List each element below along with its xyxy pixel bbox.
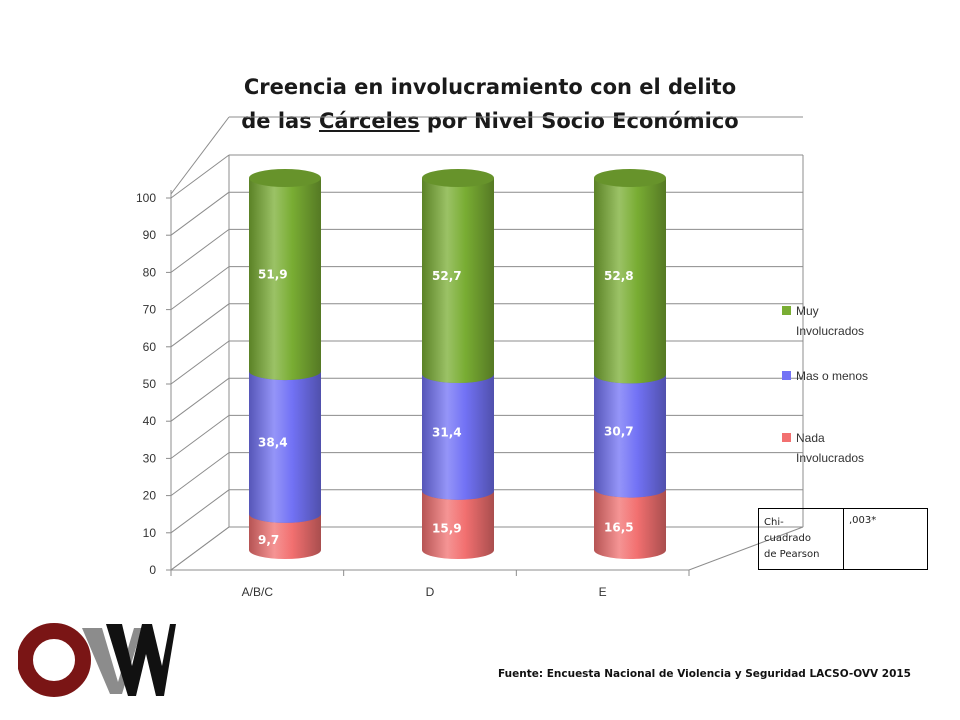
data-label: 30,7 bbox=[604, 425, 634, 439]
legend-swatch bbox=[782, 433, 791, 442]
legend-label-line-2: Involucrados bbox=[796, 451, 864, 465]
bar-segment bbox=[594, 178, 666, 384]
y-tick-label: 10 bbox=[143, 526, 157, 540]
bar-segment bbox=[422, 374, 494, 500]
chart-title: Creencia en involucramiento con el delit… bbox=[190, 70, 790, 138]
gridline-side bbox=[170, 154, 230, 199]
y-tick-label: 20 bbox=[143, 489, 157, 503]
logo-o-ring bbox=[18, 623, 91, 697]
legend-swatch bbox=[782, 306, 791, 315]
chi-square-label-line-1: Chi- bbox=[764, 517, 784, 528]
bar-segment bbox=[422, 490, 494, 559]
y-tick-label: 90 bbox=[143, 228, 157, 242]
y-tick-label: 50 bbox=[143, 377, 157, 391]
title-line-2-suffix: por Nivel Socio Económico bbox=[419, 109, 739, 133]
gridline-side bbox=[170, 340, 230, 385]
y-tick-label: 40 bbox=[143, 414, 157, 428]
gridline-side bbox=[170, 303, 230, 348]
legend-label-line-2: Involucrados bbox=[796, 324, 864, 338]
source-note: Fuente: Encuesta Nacional de Violencia y… bbox=[498, 668, 911, 680]
ovv-logo bbox=[18, 620, 178, 700]
gridline-side-top bbox=[170, 116, 230, 195]
y-tick-label: 70 bbox=[143, 303, 157, 317]
bar-segment bbox=[594, 488, 666, 559]
gridline-side bbox=[170, 228, 230, 273]
data-label: 15,9 bbox=[432, 521, 462, 535]
x-tick-label: A/B/C bbox=[242, 585, 274, 599]
data-label: 38,4 bbox=[258, 435, 288, 449]
y-tick-label: 30 bbox=[143, 451, 157, 465]
data-label: 52,8 bbox=[604, 269, 634, 283]
legend-label: Muy bbox=[796, 304, 819, 318]
bar-segment bbox=[594, 374, 666, 498]
data-label: 31,4 bbox=[432, 425, 462, 439]
y-tick-label: 60 bbox=[143, 340, 157, 354]
x-tick-label: E bbox=[599, 585, 607, 599]
x-tick-label: D bbox=[426, 585, 435, 599]
legend-label: Mas o menos bbox=[796, 369, 868, 383]
data-label: 52,7 bbox=[432, 269, 462, 283]
gridline-side bbox=[170, 452, 230, 497]
legend-label: Nada bbox=[796, 431, 825, 445]
chi-square-table: Chi- cuadrado de Pearson ,003* bbox=[758, 508, 928, 570]
title-underlined-word: Cárceles bbox=[319, 109, 420, 133]
y-tick-label: 80 bbox=[143, 265, 157, 279]
title-line-2-prefix: de las bbox=[241, 109, 320, 133]
title-line-2: de las Cárceles por Nivel Socio Económic… bbox=[190, 104, 790, 138]
bar-segment-top bbox=[249, 169, 321, 187]
gridline-side bbox=[170, 377, 230, 422]
bar-segment bbox=[249, 178, 321, 381]
chi-square-label-line-3: de Pearson bbox=[764, 549, 820, 560]
legend-swatch bbox=[782, 371, 791, 380]
chi-square-label-line-2: cuadrado bbox=[764, 533, 812, 544]
bar-segment-top bbox=[422, 169, 494, 187]
y-tick-label: 0 bbox=[149, 563, 156, 577]
bar-segment-top bbox=[594, 169, 666, 187]
bar-segment bbox=[249, 513, 321, 559]
data-label: 9,7 bbox=[258, 533, 279, 547]
data-label: 16,5 bbox=[604, 520, 634, 534]
gridline-side bbox=[170, 489, 230, 534]
bar-segment bbox=[249, 371, 321, 523]
gridline-side bbox=[170, 414, 230, 459]
gridline-side bbox=[170, 266, 230, 311]
chi-square-value: ,003* bbox=[843, 508, 928, 570]
bar-segment bbox=[422, 178, 494, 384]
chi-square-label: Chi- cuadrado de Pearson bbox=[758, 508, 844, 570]
title-line-1: Creencia en involucramiento con el delit… bbox=[243, 75, 737, 99]
y-tick-label: 100 bbox=[136, 191, 156, 205]
logo-w-black bbox=[106, 624, 176, 696]
gridline-side bbox=[170, 191, 230, 236]
data-label: 51,9 bbox=[258, 268, 288, 282]
